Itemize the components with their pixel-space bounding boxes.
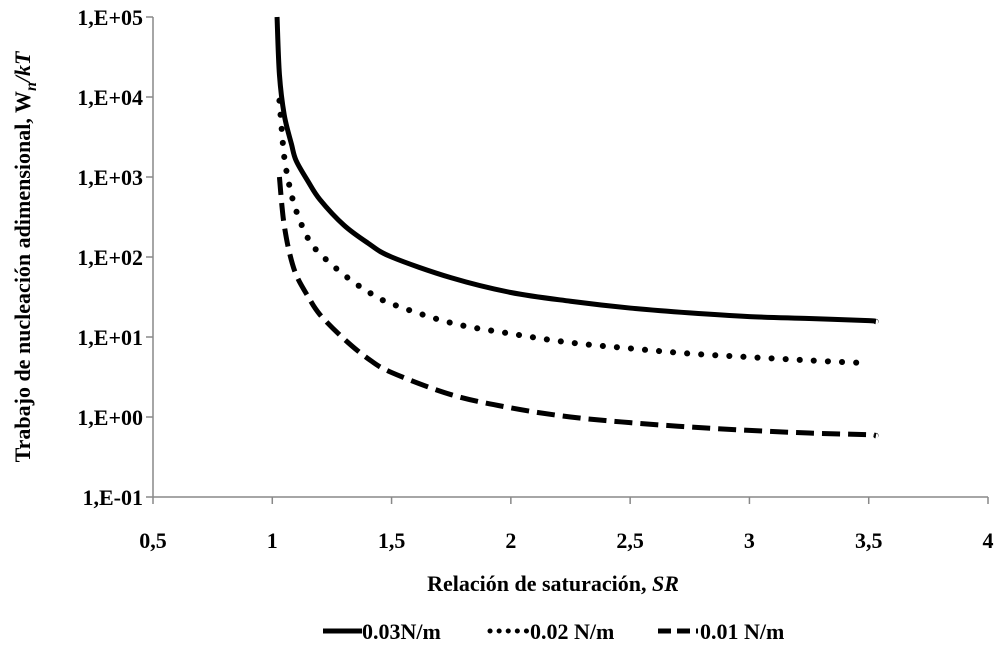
y-tick-label: 1,E-01 <box>83 485 144 510</box>
ticks-layer: 0,5 1 1,5 2 2,5 3 3,5 4 1,E-01 1,E+00 1,E+01 1,E+02… <box>77 5 993 553</box>
y-axis-title: Trabajo de nucleación adimensional, Wn/k… <box>10 50 40 462</box>
x-tick-label: 4 <box>983 528 994 553</box>
x-axis-title: Relación de saturación, SR <box>427 571 679 596</box>
y-tick-label: 1,E+02 <box>77 245 143 270</box>
x-tick-label: 2 <box>505 528 516 553</box>
y-tick-label: 1,E+05 <box>77 5 143 30</box>
legend-label-0: 0.03N/m <box>362 619 441 644</box>
y-tick-label: 1,E+03 <box>77 165 143 190</box>
series-layer <box>274 16 879 439</box>
x-tick-label: 3 <box>744 528 755 553</box>
legend-label-1: 0.02 N/m <box>530 619 614 644</box>
x-tick-label: 1,5 <box>378 528 406 553</box>
x-tick-label: 0,5 <box>139 528 167 553</box>
y-tick-label: 1,E+01 <box>77 325 143 350</box>
series-line-2 <box>276 176 879 439</box>
y-tick-label: 1,E+04 <box>77 85 143 110</box>
legend-label-2: 0.01 N/m <box>700 619 784 644</box>
series-line-1 <box>276 97 872 367</box>
y-tick-label: 1,E+00 <box>77 405 143 430</box>
y-axis-title-rest: /kT <box>10 50 35 84</box>
y-axis-title-sub: n <box>23 82 40 91</box>
legend: 0.03N/m 0.02 N/m 0.01 N/m <box>323 619 784 644</box>
x-tick-label: 2,5 <box>616 528 644 553</box>
x-tick-label: 3,5 <box>855 528 883 553</box>
series-line-0 <box>274 16 879 325</box>
x-axis-title-var: SR <box>652 571 679 596</box>
x-tick-label: 1 <box>267 528 278 553</box>
